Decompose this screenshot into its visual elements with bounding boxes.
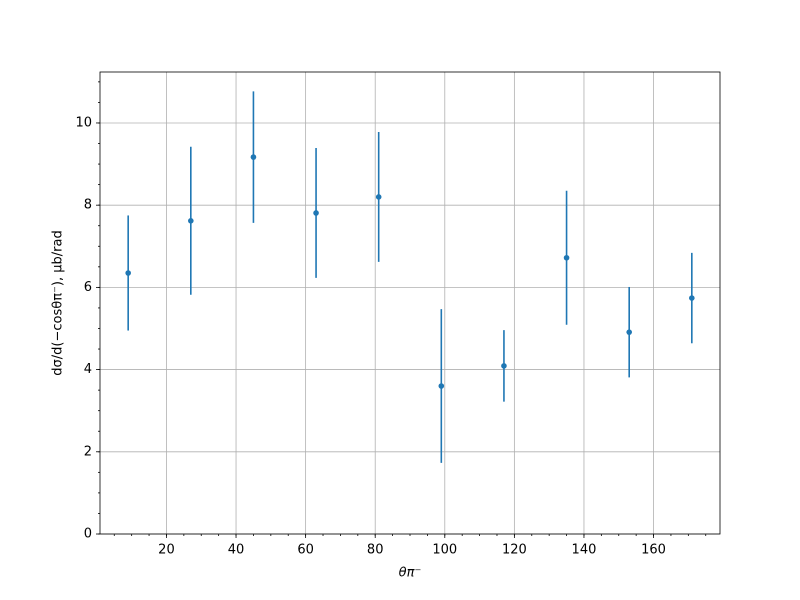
data-point xyxy=(563,254,570,261)
data-point xyxy=(438,383,445,389)
y-axis-label: dσ/d(−cosθπ⁻), μb/rad xyxy=(51,230,66,375)
x-axis-label: θπ⁻ xyxy=(399,566,422,581)
y-tick-label: 10 xyxy=(75,115,92,130)
data-point xyxy=(125,270,131,276)
x-tick-label: 80 xyxy=(367,543,384,558)
data-point xyxy=(626,329,632,335)
x-tick-label: 20 xyxy=(158,543,175,558)
data-point xyxy=(501,363,507,369)
data-point xyxy=(188,217,194,224)
y-tick-label: 4 xyxy=(84,362,92,377)
y-tick-label: 0 xyxy=(84,527,92,542)
x-tick-label: 140 xyxy=(572,543,597,558)
data-point xyxy=(689,295,695,301)
data-point xyxy=(375,194,382,200)
y-tick-label: 8 xyxy=(84,198,92,213)
x-tick-label: 160 xyxy=(641,543,666,558)
data-point xyxy=(250,154,257,160)
x-tick-label: 60 xyxy=(297,543,314,558)
x-tick-label: 120 xyxy=(502,543,527,558)
data-point xyxy=(313,210,319,216)
x-tick-label: 40 xyxy=(228,543,245,558)
axes-frame xyxy=(99,71,721,535)
y-tick-label: 2 xyxy=(84,444,92,459)
x-tick-label: 100 xyxy=(432,543,457,558)
y-tick-label: 6 xyxy=(84,280,92,295)
